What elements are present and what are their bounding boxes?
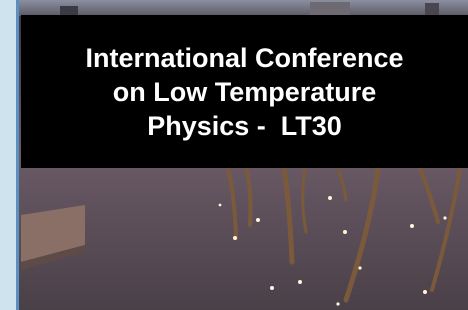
screenshot: International Conference on Low Temperat…: [0, 0, 468, 310]
title-line: International Conference: [85, 41, 403, 75]
title-banner: International Conference on Low Temperat…: [21, 15, 468, 168]
title-line: on Low Temperature: [113, 75, 377, 109]
title-line: Physics - LT30: [147, 109, 342, 143]
